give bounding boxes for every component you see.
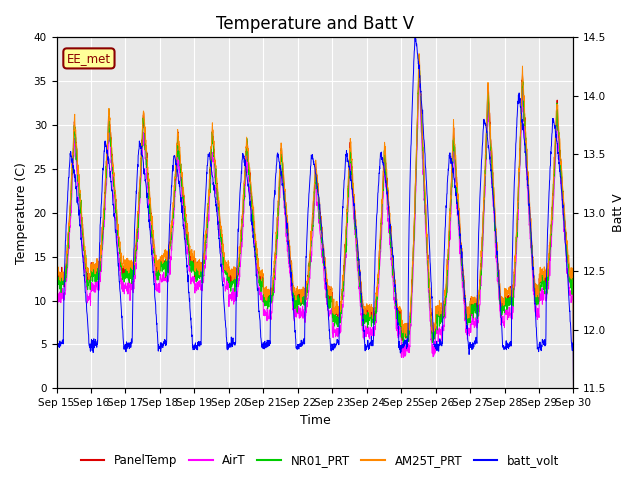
PanelTemp xyxy=(341,257,349,263)
AirT xyxy=(570,385,577,391)
AirT xyxy=(465,331,473,337)
PanelTemp xyxy=(570,385,577,391)
AirT xyxy=(538,301,546,307)
AirT xyxy=(415,72,423,77)
PanelTemp xyxy=(538,277,546,283)
PanelTemp xyxy=(197,265,205,271)
NR01_PRT xyxy=(538,272,546,277)
Y-axis label: Temperature (C): Temperature (C) xyxy=(15,162,28,264)
PanelTemp xyxy=(52,276,60,282)
PanelTemp xyxy=(465,311,473,317)
Text: EE_met: EE_met xyxy=(67,52,111,65)
batt_volt xyxy=(524,182,532,188)
AirT xyxy=(524,196,532,202)
AM25T_PRT xyxy=(415,51,423,57)
AirT xyxy=(52,293,60,299)
batt_volt xyxy=(330,343,337,349)
Line: PanelTemp: PanelTemp xyxy=(56,58,573,388)
NR01_PRT xyxy=(465,315,473,321)
AM25T_PRT xyxy=(197,261,205,267)
Title: Temperature and Batt V: Temperature and Batt V xyxy=(216,15,414,33)
NR01_PRT xyxy=(341,257,349,263)
NR01_PRT xyxy=(415,52,423,58)
Line: NR01_PRT: NR01_PRT xyxy=(56,55,573,388)
batt_volt xyxy=(538,336,546,342)
PanelTemp xyxy=(330,310,337,315)
NR01_PRT xyxy=(197,274,205,279)
NR01_PRT xyxy=(52,284,60,289)
batt_volt xyxy=(570,385,577,391)
AM25T_PRT xyxy=(538,266,546,272)
batt_volt xyxy=(411,35,419,40)
AM25T_PRT xyxy=(465,310,473,315)
AirT xyxy=(330,323,337,328)
PanelTemp xyxy=(524,172,532,178)
AM25T_PRT xyxy=(330,306,337,312)
Y-axis label: Batt V: Batt V xyxy=(612,193,625,232)
batt_volt xyxy=(52,348,60,354)
X-axis label: Time: Time xyxy=(300,414,330,427)
AM25T_PRT xyxy=(52,273,60,278)
NR01_PRT xyxy=(330,310,337,316)
Line: batt_volt: batt_volt xyxy=(56,37,573,388)
Line: AirT: AirT xyxy=(56,74,573,388)
batt_volt xyxy=(465,352,473,358)
NR01_PRT xyxy=(570,385,577,391)
batt_volt xyxy=(341,171,349,177)
PanelTemp xyxy=(415,55,423,60)
Legend: PanelTemp, AirT, NR01_PRT, AM25T_PRT, batt_volt: PanelTemp, AirT, NR01_PRT, AM25T_PRT, ba… xyxy=(76,449,564,472)
AirT xyxy=(341,268,349,274)
Line: AM25T_PRT: AM25T_PRT xyxy=(56,54,573,388)
NR01_PRT xyxy=(524,181,532,187)
AM25T_PRT xyxy=(341,247,349,252)
AM25T_PRT xyxy=(524,168,532,174)
AM25T_PRT xyxy=(570,385,577,391)
batt_volt xyxy=(197,339,205,345)
AirT xyxy=(197,287,205,292)
